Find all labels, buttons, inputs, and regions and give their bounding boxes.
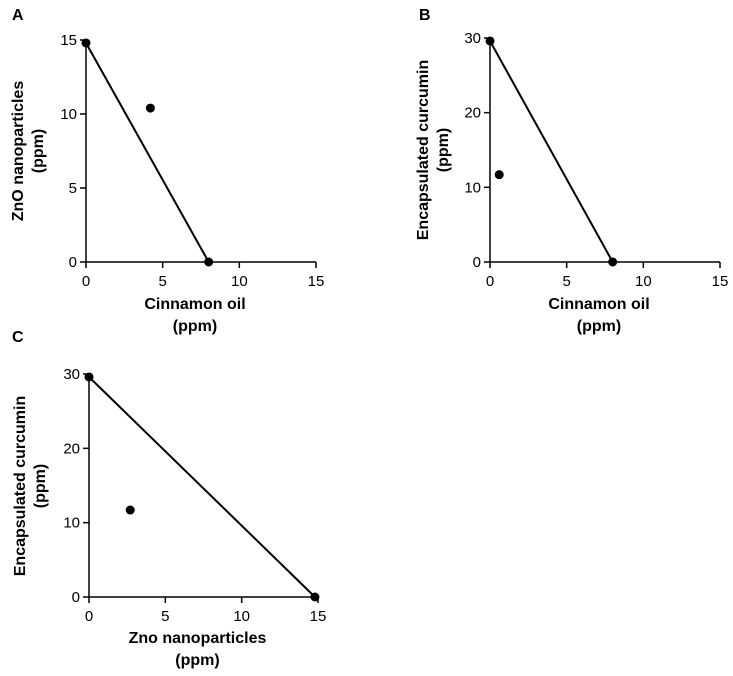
x-tick-label: 5	[161, 608, 169, 625]
data-point	[204, 257, 214, 267]
y-tick-label: 0	[69, 254, 77, 271]
additivity-line	[88, 376, 316, 598]
data-point	[84, 372, 94, 382]
x-tick-label: 0	[486, 273, 494, 290]
y-tick-label: 15	[60, 32, 77, 49]
x-tick-label: 5	[158, 273, 166, 290]
x-axis-title: (ppm)	[173, 318, 217, 335]
data-point	[494, 170, 504, 180]
panel-letter: A	[12, 7, 24, 24]
x-tick-label: 0	[85, 608, 93, 625]
panel-letter: B	[419, 7, 431, 24]
data-point	[310, 592, 320, 602]
x-tick-label: 15	[310, 608, 327, 625]
x-axis-title: Cinnamon oil	[144, 296, 245, 313]
y-tick-label: 0	[473, 254, 481, 271]
x-axis-title: (ppm)	[175, 652, 219, 669]
x-axis-title: Zno nanoparticles	[129, 630, 267, 647]
data-point	[145, 103, 155, 113]
data-point	[485, 36, 495, 46]
x-tick-label: 15	[712, 273, 729, 290]
x-tick-label: 10	[231, 273, 248, 290]
y-tick-label: 5	[69, 180, 77, 197]
y-axis-title: Encapsulated curcumin	[415, 60, 432, 241]
y-tick-label: 20	[464, 105, 481, 122]
data-point	[608, 257, 618, 267]
data-point	[125, 505, 135, 515]
y-tick-label: 10	[60, 106, 77, 123]
x-tick-label: 5	[562, 273, 570, 290]
y-axis-title: ZnO nanoparticles	[10, 81, 27, 222]
y-tick-label: 30	[63, 366, 80, 383]
data-point	[81, 38, 91, 48]
x-tick-label: 0	[82, 273, 90, 290]
y-tick-label: 0	[72, 589, 80, 606]
y-tick-label: 30	[464, 30, 481, 47]
x-tick-label: 10	[233, 608, 250, 625]
y-tick-label: 20	[63, 440, 80, 457]
y-axis-title: (ppm)	[32, 464, 49, 508]
y-tick-label: 10	[464, 179, 481, 196]
x-axis-title: Cinnamon oil	[548, 296, 649, 313]
additivity-line	[85, 42, 210, 263]
panel-letter: C	[12, 329, 24, 346]
y-axis-title: (ppm)	[30, 129, 47, 173]
y-axis-title: (ppm)	[435, 128, 452, 172]
x-tick-label: 10	[635, 273, 652, 290]
y-axis-title: Encapsulated curcumin	[12, 396, 29, 577]
y-tick-label: 10	[63, 515, 80, 532]
additivity-line	[489, 40, 614, 263]
x-axis-title: (ppm)	[577, 318, 621, 335]
x-tick-label: 15	[308, 273, 325, 290]
